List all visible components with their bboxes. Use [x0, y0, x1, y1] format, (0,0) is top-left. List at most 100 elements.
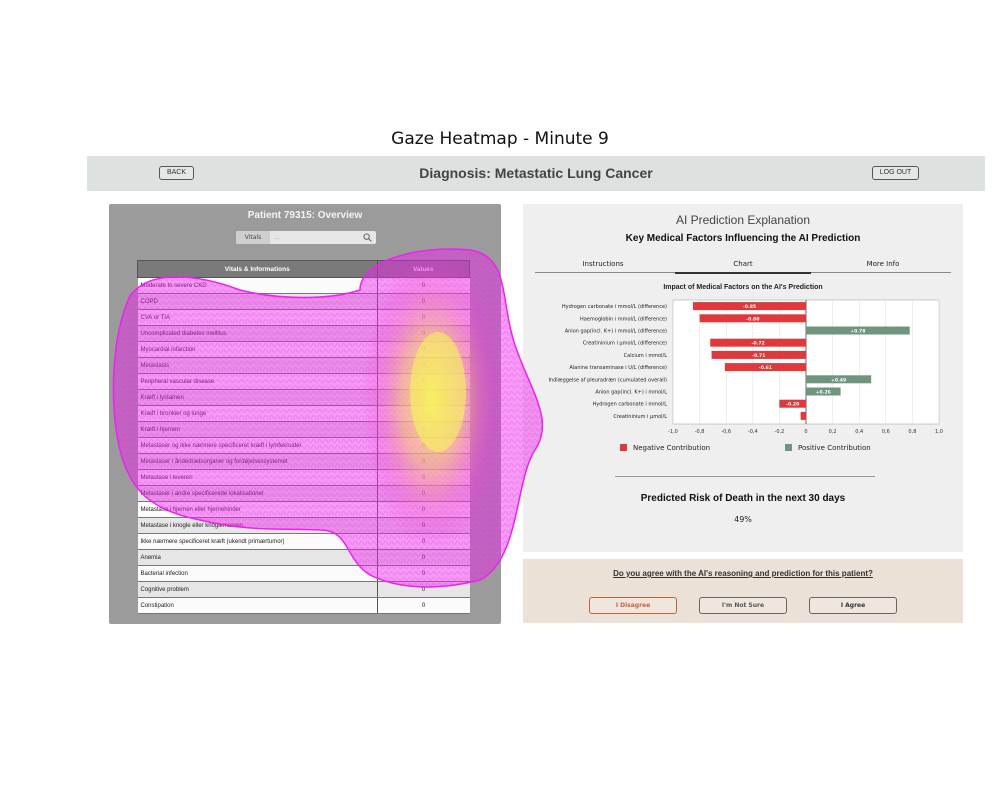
legend-negative-label: Negative Contribution	[633, 444, 710, 452]
agreement-panel: Do you agree with the AI's reasoning and…	[523, 559, 963, 623]
x-tick-label: 0	[804, 429, 807, 435]
factor-bar	[711, 350, 806, 359]
vitals-table: Vitals & Informations Values Moderate to…	[137, 260, 470, 614]
vital-name: Metastase i leveren	[137, 469, 377, 486]
category-label: Hydrogen carbonate i mmol/L (difference)	[562, 304, 667, 310]
vital-value: 0	[376, 533, 470, 550]
vital-name: Kræft i hjernen	[137, 421, 377, 438]
vital-value: 0	[376, 501, 470, 518]
back-button[interactable]: BACK	[159, 166, 194, 180]
table-row: Peripheral vascular disease 0	[137, 373, 470, 390]
vital-value: 0	[376, 549, 470, 566]
vital-value: 0	[376, 565, 470, 582]
vitals-search[interactable]: Vitals ...	[236, 231, 376, 244]
table-row: Metastaser i andre specificerede lokalis…	[137, 485, 470, 502]
category-label: Calcium i mmol/L	[624, 353, 668, 359]
x-tick-label: -0,6	[721, 429, 731, 435]
vital-value: 0	[376, 357, 470, 374]
vital-name: Metastaser i åndedrætsorganer og fordøje…	[137, 453, 377, 470]
vital-value: 0	[376, 597, 470, 614]
table-row: Ikke nærmere specificeret kræft (ukendt …	[137, 533, 470, 550]
table-row: COPD 0	[137, 293, 470, 310]
table-row: CVA or TIA 0	[137, 309, 470, 326]
page-title: Diagnosis: Metastatic Lung Cancer	[419, 165, 653, 181]
vital-name: Ikke nærmere specificeret kræft (ukendt …	[137, 533, 377, 550]
search-icon[interactable]	[363, 233, 372, 242]
tab-more-info[interactable]: More Info	[866, 260, 900, 268]
vital-value: 0	[376, 485, 470, 502]
category-label: Anion gap(incl. K+) i mmol/L (difference…	[565, 329, 667, 335]
category-label: Indlæggelse af pleuradræn (cumulated ove…	[548, 377, 667, 383]
logout-button[interactable]: LOG OUT	[872, 166, 919, 180]
explanation-title: AI Prediction Explanation	[675, 213, 811, 227]
table-row: Constipation 0	[137, 597, 470, 614]
factor-bar	[779, 399, 806, 408]
patient-overview-panel: Patient 79315: Overview Vitals ... Vital…	[109, 204, 501, 624]
vital-value: 0	[376, 517, 470, 534]
legend-negative-swatch	[620, 444, 627, 451]
vital-value: 0	[376, 309, 470, 326]
vital-name: Metastaser og ikke nærmere specificeret …	[137, 437, 377, 454]
bar-value-label: -0.71	[752, 353, 765, 359]
legend-positive-swatch	[785, 444, 792, 451]
disagree-button[interactable]: I Disagree	[589, 597, 677, 614]
vital-name: Cognitive problem	[137, 581, 377, 598]
explanation-tabs: Instructions Chart More Info	[535, 256, 951, 274]
factor-bar	[692, 302, 806, 311]
search-input[interactable]: ...	[274, 234, 280, 241]
factor-bar	[806, 375, 872, 384]
risk-title: Predicted Risk of Death in the next 30 d…	[640, 493, 846, 504]
vital-value: 0	[376, 453, 470, 470]
chart-title: Impact of Medical Factors on the AI's Pr…	[663, 284, 822, 291]
search-category[interactable]: Vitals	[236, 231, 270, 244]
top-bar: BACK Diagnosis: Metastatic Lung Cancer L…	[87, 156, 985, 191]
bar-value-label: +0.26	[816, 390, 831, 396]
tab-chart[interactable]: Chart	[675, 256, 811, 274]
table-row: Bacterial infection 0	[137, 565, 470, 582]
vital-value: 0	[376, 389, 470, 406]
vital-value: 0	[376, 437, 470, 454]
column-header-vitals: Vitals & Informations	[137, 260, 378, 278]
screenshot: BACK Diagnosis: Metastatic Lung Cancer L…	[87, 156, 985, 626]
agree-button[interactable]: I Agree	[809, 597, 897, 614]
explanation-subtitle: Key Medical Factors Influencing the AI P…	[625, 233, 861, 244]
vital-name: Anemia	[137, 549, 377, 566]
vital-value: 0	[376, 373, 470, 390]
vital-value: 0	[376, 277, 470, 294]
vital-value: 0	[376, 581, 470, 598]
vital-name: Kræft i lystamen	[137, 389, 377, 406]
chart-x-ticks: -1,0 -0,8 -0,6 -0,4 -0,2 0 0,2 0,4 0,6 0,8 1,0	[668, 429, 943, 435]
factor-chart: Impact of Medical Factors on the AI's Pr…	[548, 284, 943, 452]
table-row: Uncomplicated diabetes mellitus 0	[137, 325, 470, 342]
x-tick-label: 0,6	[882, 429, 890, 435]
figure-title: Gaze Heatmap - Minute 9	[391, 129, 609, 149]
vital-name: Kræft i bronkier og lunge	[137, 405, 377, 422]
table-row: Moderate to severe CKD 0	[137, 277, 470, 294]
table-row: Metastase i hjernen eller hjernehinder 0	[137, 501, 470, 518]
x-tick-label: 0,8	[908, 429, 916, 435]
table-row: Cognitive problem 0	[137, 581, 470, 598]
vital-name: Constipation	[137, 597, 377, 614]
bar-value-label: -0.61	[759, 365, 772, 371]
x-tick-label: 0,4	[855, 429, 863, 435]
vital-name: Bacterial infection	[137, 565, 377, 582]
category-label: Haemoglobin i mmol/L (difference)	[580, 316, 667, 322]
vital-name: Metastasis	[137, 357, 377, 374]
vital-value: 0	[376, 469, 470, 486]
vital-name: Moderate to severe CKD	[137, 277, 377, 294]
divider	[615, 476, 875, 477]
vital-name: Metastase i knogle eller knoglemarven	[137, 517, 377, 534]
table-row: Metastase i leveren 0	[137, 469, 470, 486]
legend-positive-label: Positive Contribution	[798, 444, 871, 452]
x-tick-label: -1,0	[668, 429, 678, 435]
factor-bar	[806, 326, 910, 335]
risk-value: 49%	[734, 515, 752, 524]
tab-instructions[interactable]: Instructions	[582, 260, 624, 268]
table-row: Metastaser og ikke nærmere specificeret …	[137, 437, 470, 454]
not-sure-button[interactable]: I'm Not Sure	[699, 597, 787, 614]
ai-explanation-panel: AI Prediction Explanation Key Medical Fa…	[523, 204, 963, 552]
factor-bar	[724, 363, 806, 372]
vital-name: Metastase i hjernen eller hjernehinder	[137, 501, 377, 518]
table-row: Anemia 0	[137, 549, 470, 566]
vital-value: 0	[376, 325, 470, 342]
